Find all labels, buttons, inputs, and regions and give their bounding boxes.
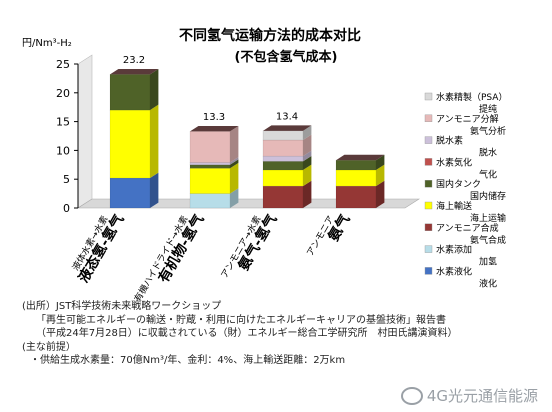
bar-segment	[189, 193, 231, 209]
legend-entry-cn: 加氢	[479, 256, 497, 268]
legend-entry: 水素気化	[436, 156, 472, 168]
bar-total-label: 13.3	[203, 112, 225, 123]
bar-segment-side	[303, 134, 312, 157]
wechat-icon	[400, 386, 423, 405]
legend-entry-cn: 气化	[479, 168, 497, 180]
legend-swatch	[424, 158, 433, 166]
assumptions-line: ・供給生成水素量：70億Nm³/年、金利：4%、海上輸送距離：2万km	[30, 355, 346, 367]
bar-segment	[262, 155, 304, 162]
legend-swatch	[424, 223, 433, 232]
source-notes: (出所）JST科学技術未来戦略ワークショップ 「再生可能エネルギーの輸送・貯蔵・…	[22, 300, 532, 368]
legend-swatch	[424, 114, 433, 123]
chart-title: 不同氢气运输方法的成本对比	[179, 27, 361, 44]
y-tick-label: 5	[63, 173, 70, 186]
legend-entry-cn: 氨气分析	[470, 125, 506, 137]
bar-segment	[262, 161, 304, 171]
legend-swatch	[424, 267, 433, 275]
y-tick-label: 10	[56, 144, 70, 157]
legend-swatch	[424, 92, 433, 101]
legend-entry: 水素添加	[436, 244, 472, 256]
bar-segment	[335, 185, 377, 209]
bar-segment-side	[230, 157, 239, 165]
bar-segment-side	[376, 164, 385, 187]
bar-segment-side	[230, 159, 239, 169]
bar-segment-side	[230, 125, 239, 163]
bar-segment-side	[230, 162, 239, 194]
bar-segment	[335, 169, 377, 187]
legend-entry-cn: 液化	[479, 277, 497, 289]
bar-segment	[335, 159, 377, 171]
y-axis-label: 円/Nm³-H₂	[22, 38, 72, 49]
legend-entry: 水素液化	[436, 265, 472, 277]
bar-segment-side	[303, 180, 312, 208]
bar-segment-side	[303, 150, 312, 162]
y-tick-label: 20	[56, 87, 70, 100]
chart-subtitle: (不包含氢气成本)	[235, 49, 338, 65]
bar-top-face	[263, 125, 312, 131]
legend-entry-cn: 氨气合成	[470, 234, 506, 246]
bar-segment	[109, 74, 151, 111]
y-tick-label: 0	[63, 202, 70, 215]
bar-segment-side	[303, 164, 312, 187]
legend-entry-cn: 国内储存	[470, 190, 506, 202]
legend-entry-cn: 脱水	[479, 147, 497, 159]
bar-segment-side	[303, 125, 312, 141]
bar-top-face	[190, 125, 239, 132]
bar-segment	[262, 139, 304, 157]
bar-segment-side	[150, 68, 159, 111]
bar-segment-side	[230, 188, 239, 208]
legend-entry: 国内タンク	[436, 178, 481, 190]
bar-total-label: 23.2	[123, 55, 145, 66]
bar-segment	[262, 185, 304, 209]
bar-total-label: 13.4	[276, 111, 298, 122]
source-note-line: 「再生可能エネルギーの輸送・貯蔵・利用に向けたエネルギーキャリアの基盤技術」報告…	[36, 314, 446, 326]
legend-swatch	[424, 136, 433, 144]
legend-entry: アンモニア分解	[436, 113, 499, 125]
bar-segment-side	[376, 154, 385, 170]
legend-entry: アンモニア合成	[436, 222, 499, 234]
bar-segment	[109, 177, 151, 209]
watermark-text: 4G光元通信能源	[426, 387, 538, 405]
assumptions-heading: (主な前提）	[22, 341, 76, 353]
side-wall	[77, 54, 93, 209]
y-tick-label: 25	[56, 58, 70, 71]
bar-top-face	[336, 154, 385, 161]
legend-entry: 水素精製（PSA）	[436, 91, 507, 103]
bar-segment-side	[376, 180, 385, 208]
legend-entry-cn: 海上运输	[470, 212, 506, 224]
bar-segment-side	[150, 104, 159, 179]
source-note-line: (出所）JST科学技術未来戦略ワークショップ	[22, 301, 222, 312]
source-note-line: （平成24年7月28日）に収載されている（財）エネルギー総合工学研究所 村田氏講…	[36, 328, 458, 340]
bar-top-face	[110, 68, 159, 75]
bar-segment	[262, 130, 304, 141]
legend-entry-cn: 提纯	[479, 103, 497, 115]
legend-entry: 脱水素	[436, 135, 463, 147]
bar-segment	[189, 168, 231, 194]
bar-segment-side	[303, 155, 312, 170]
bar-segment	[189, 162, 231, 166]
legend-entry: 海上輸送	[436, 200, 472, 212]
bar-segment	[189, 164, 231, 169]
legend-swatch	[424, 179, 433, 188]
legend-swatch	[424, 201, 433, 210]
y-tick-label: 15	[56, 116, 70, 129]
bar-segment	[189, 131, 231, 163]
legend-swatch	[424, 245, 433, 253]
bar-segment	[262, 169, 304, 187]
bar-segment-side	[150, 172, 159, 208]
bar-segment	[109, 109, 151, 179]
watermark: 4G光元通信能源	[400, 385, 538, 406]
